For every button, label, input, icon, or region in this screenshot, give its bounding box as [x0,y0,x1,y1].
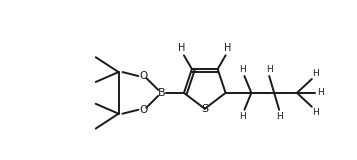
Text: H: H [239,112,246,121]
Text: B: B [159,88,166,98]
Text: H: H [178,43,186,53]
Text: O: O [139,71,147,81]
Text: H: H [239,65,246,74]
Text: H: H [266,65,273,74]
Text: S: S [201,104,208,114]
Text: O: O [139,105,147,115]
Text: H: H [276,112,282,121]
Text: H: H [224,43,231,53]
Text: H: H [312,69,319,78]
Text: H: H [312,108,319,117]
Text: H: H [317,88,324,97]
